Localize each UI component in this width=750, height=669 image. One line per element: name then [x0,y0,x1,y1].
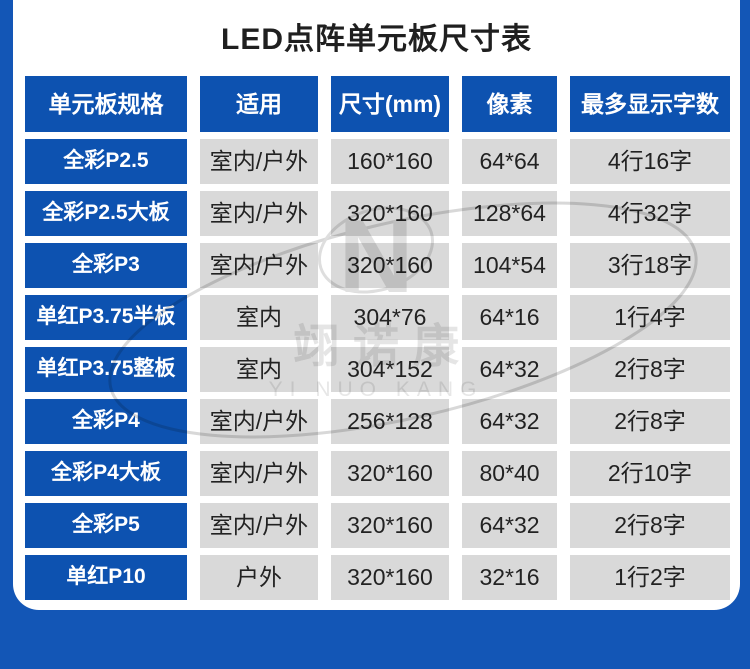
max-chars-cell: 3行18字 [570,243,730,288]
pixels-cell: 104*54 [462,243,557,288]
pixels-cell: 64*32 [462,347,557,392]
pixels-cell: 32*16 [462,555,557,600]
spec-cell: 全彩P2.5 [25,139,187,184]
usage-cell: 室内 [200,347,318,392]
max-chars-cell: 4行32字 [570,191,730,236]
usage-cell: 室内/户外 [200,399,318,444]
spec-cell: 单红P10 [25,555,187,600]
usage-cell: 室内/户外 [200,191,318,236]
max-chars-cell: 1行2字 [570,555,730,600]
spec-cell: 全彩P5 [25,503,187,548]
spec-cell: 全彩P4 [25,399,187,444]
col-header-spec: 单元板规格 [25,76,187,132]
pixels-cell: 64*32 [462,503,557,548]
pixels-cell: 64*16 [462,295,557,340]
spec-cell: 单红P3.75半板 [25,295,187,340]
usage-cell: 室内/户外 [200,503,318,548]
size-cell: 304*76 [331,295,449,340]
max-chars-cell: 2行8字 [570,503,730,548]
pixels-cell: 64*32 [462,399,557,444]
usage-cell: 室内/户外 [200,243,318,288]
size-cell: 320*160 [331,503,449,548]
spec-cell: 全彩P4大板 [25,451,187,496]
max-chars-cell: 2行8字 [570,347,730,392]
size-cell: 320*160 [331,451,449,496]
col-header-usage: 适用 [200,76,318,132]
usage-cell: 室内/户外 [200,451,318,496]
page-title: LED点阵单元板尺寸表 [221,23,532,56]
pixels-cell: 80*40 [462,451,557,496]
spec-table: 单元板规格 适用 尺寸(mm) 像素 最多显示字数 全彩P2.5 室内/户外 1… [25,76,730,600]
pixels-cell: 64*64 [462,139,557,184]
usage-cell: 室内 [200,295,318,340]
size-cell: 320*160 [331,191,449,236]
spec-cell: 全彩P3 [25,243,187,288]
usage-cell: 室内/户外 [200,139,318,184]
pixels-cell: 128*64 [462,191,557,236]
size-cell: 160*160 [331,139,449,184]
col-header-size: 尺寸(mm) [331,76,449,132]
max-chars-cell: 1行4字 [570,295,730,340]
max-chars-cell: 2行8字 [570,399,730,444]
content-card: LED点阵单元板尺寸表 单元板规格 适用 尺寸(mm) 像素 最多显示字数 全彩… [13,0,740,610]
max-chars-cell: 2行10字 [570,451,730,496]
usage-cell: 户外 [200,555,318,600]
max-chars-cell: 4行16字 [570,139,730,184]
col-header-pixels: 像素 [462,76,557,132]
size-cell: 304*152 [331,347,449,392]
spec-cell: 全彩P2.5大板 [25,191,187,236]
size-cell: 320*160 [331,555,449,600]
size-cell: 320*160 [331,243,449,288]
size-cell: 256*128 [331,399,449,444]
spec-cell: 单红P3.75整板 [25,347,187,392]
col-header-max-chars: 最多显示字数 [570,76,730,132]
